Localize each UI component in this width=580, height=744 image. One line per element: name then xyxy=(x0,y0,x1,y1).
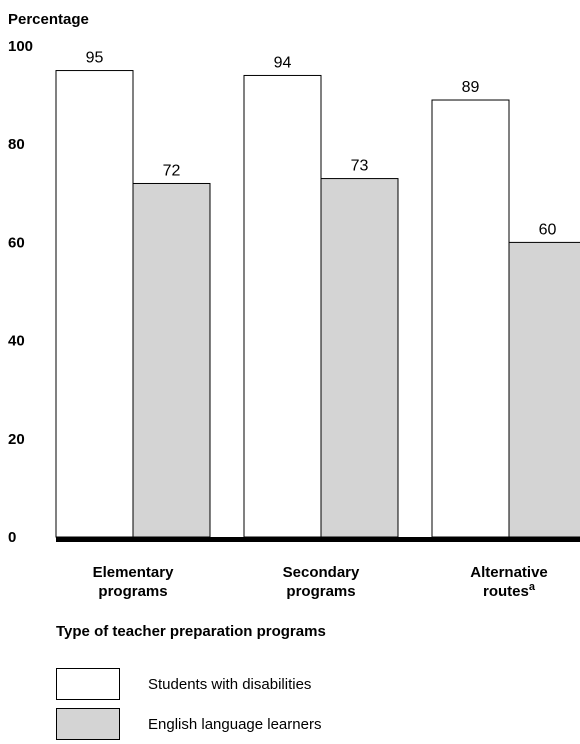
y-tick-label: 80 xyxy=(8,136,25,153)
bar-students-with-disabilities xyxy=(55,70,134,538)
bar-english-language-learners xyxy=(132,182,211,538)
y-axis-label: Percentage xyxy=(8,11,89,28)
bar-value-label: 73 xyxy=(351,158,369,175)
x-category-label-line2: programs xyxy=(98,583,167,600)
bar-value-label: 60 xyxy=(539,221,557,238)
x-category-label-line1: Elementary xyxy=(93,564,175,581)
x-axis-title: Type of teacher preparation programs xyxy=(56,623,326,640)
y-tick-label: 20 xyxy=(8,431,25,448)
bar-value-label: 94 xyxy=(274,54,292,71)
bar-chart: Percentage 0 20 40 60 80 100 95 72 94 73 89 60 Ele… xyxy=(8,11,580,640)
legend-item-english-language-learners: English language learners xyxy=(56,708,536,744)
x-category-label-line1: Secondary xyxy=(283,564,360,581)
y-tick-label: 0 xyxy=(8,529,16,546)
legend-label: Students with disabilities xyxy=(148,676,312,693)
y-tick-label: 40 xyxy=(8,333,25,350)
legend-swatch-white xyxy=(56,668,120,700)
x-axis-baseline xyxy=(56,537,580,542)
bar-value-label: 72 xyxy=(163,162,181,179)
legend-label: English language learners xyxy=(148,716,322,733)
x-category-label-line2: routesa xyxy=(483,581,536,600)
bar-english-language-learners xyxy=(508,241,580,538)
bar-students-with-disabilities xyxy=(431,99,510,538)
y-tick-label: 100 xyxy=(8,38,33,55)
y-tick-label: 60 xyxy=(8,234,25,251)
legend-item-students-with-disabilities: Students with disabilities xyxy=(56,668,536,704)
footnote-marker: a xyxy=(529,581,536,593)
bar-value-label: 89 xyxy=(462,79,480,96)
legend-swatch-gray xyxy=(56,708,120,740)
x-category-label-line1: Alternative xyxy=(470,564,548,581)
x-category-label-line2: programs xyxy=(286,583,355,600)
bar-students-with-disabilities xyxy=(243,74,322,538)
bar-english-language-learners xyxy=(320,178,399,538)
bar-value-label: 95 xyxy=(86,50,104,67)
